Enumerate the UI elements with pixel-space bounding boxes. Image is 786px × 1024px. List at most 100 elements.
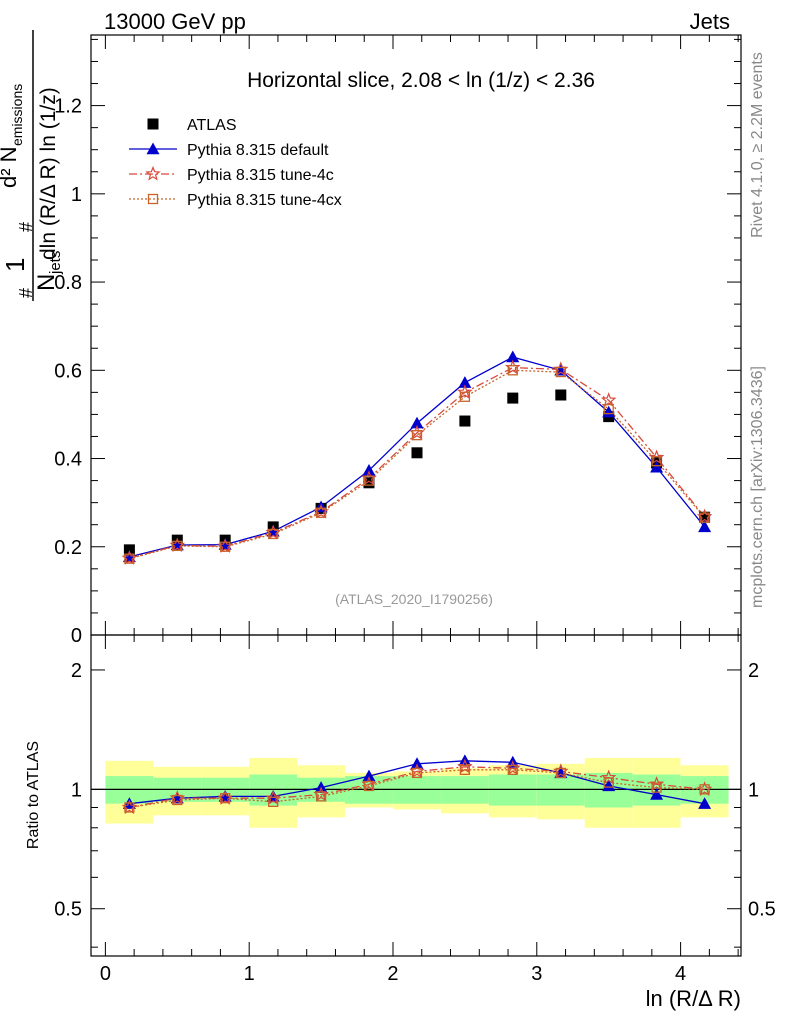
y-label-emissions-sub: emissions (9, 84, 25, 146)
y-label-njets: N (33, 274, 60, 291)
x-tick-label: 0 (100, 963, 111, 985)
legend-marker-default (146, 142, 160, 155)
legend-label: Pythia 8.315 default (187, 142, 329, 159)
point-default (602, 405, 616, 418)
ratio-point-default (362, 769, 376, 782)
ratio-point-tune-4cx (268, 796, 279, 807)
ratio-point-tune-4c (648, 776, 665, 791)
header-right: Jets (690, 9, 730, 34)
ratio-point-tune-4cx (315, 791, 327, 802)
y-label-hash-1: # (16, 288, 36, 298)
point-tune-4cx (603, 403, 614, 415)
point-tune-4cx (124, 553, 135, 564)
ratio-point-tune-4cx (699, 784, 710, 795)
analysis-label: (ATLAS_2020_I1790256) (335, 591, 493, 607)
point-tune-4cx (411, 429, 423, 441)
ratio-plot-data (91, 754, 741, 828)
y-label-denominator: dln (R/Δ R) ln (1/z) (37, 87, 60, 260)
atlas-data-point (507, 392, 519, 404)
point-tune-4cx (699, 512, 710, 523)
ratio-point-default (602, 779, 616, 792)
ratio-point-default (650, 788, 664, 800)
legend-label: ATLAS (187, 117, 237, 134)
x-tick-label: 1 (244, 963, 255, 985)
legend-marker-tune-4cx (147, 193, 159, 205)
ratio-point-tune-4cx (603, 777, 614, 788)
series-line-tune-4cx (129, 369, 706, 560)
point-default (362, 463, 376, 476)
x-axis-label: ln (R/Δ R) (646, 986, 741, 1011)
ratio-y-label: Ratio to ATLAS (25, 741, 42, 849)
y-tick-label: 0.4 (54, 449, 82, 471)
ratio-point-tune-4c (600, 769, 617, 785)
y-label-njets-sub: jets (47, 251, 64, 275)
atlas-data-point (459, 415, 471, 427)
point-tune-4c (457, 384, 473, 399)
ratio-point-tune-4cx (124, 802, 135, 813)
rivet-version-label: Rivet 4.1.0, ≥ 2.2M events (749, 52, 766, 238)
ratio-y-tick-label: 1 (71, 779, 82, 801)
legend-label: Pythia 8.315 tune-4cx (187, 192, 342, 209)
legend-marker-tune-4c (145, 165, 161, 181)
ratio-point-tune-4c (265, 790, 281, 805)
point-tune-4cx (507, 365, 518, 376)
y-label-one: 1 (0, 258, 30, 272)
ratio-point-tune-4cx (459, 764, 471, 775)
ratio-y-tick-label-right: 1 (748, 779, 759, 801)
ratio-point-default (698, 797, 712, 809)
y-tick-label: 1 (71, 184, 82, 206)
point-tune-4cx (459, 391, 471, 402)
y-tick-label: 1.2 (54, 96, 82, 118)
y-tick-label: 0.6 (54, 360, 82, 382)
atlas-data-point (123, 544, 135, 556)
main-plot-data (121, 350, 713, 565)
main-axes: 0 0.2 0.4 0.6 0.8 1 1.2 (54, 35, 741, 647)
ratio-point-tune-4cx (363, 780, 375, 792)
ratio-y-tick-label-right: 0.5 (748, 899, 776, 921)
ratio-point-tune-4cx (220, 793, 231, 804)
ratio-frame (90, 634, 742, 957)
uncertainty-band-inner (488, 774, 537, 806)
main-panel: 0 0.2 0.4 0.6 0.8 1 1.2 Horizontal slice, 2.08… (54, 34, 742, 647)
ratio-point-tune-4cx (507, 764, 518, 775)
y-label-numerator: d² N (0, 146, 21, 188)
header-left: 13000 GeV pp (104, 9, 246, 34)
point-default (650, 460, 664, 473)
atlas-data-point (555, 389, 567, 401)
mcplots-label: mcplots.cern.ch [arXiv:1306.3436] (749, 366, 766, 608)
ratio-point-tune-4cx (651, 782, 662, 793)
ratio-point-tune-4cx (555, 767, 566, 779)
atlas-data-point (411, 447, 423, 459)
legend: ATLAS Pythia 8.315 default Pythia 8.315 tu… (129, 117, 342, 209)
point-tune-4cx (555, 366, 566, 378)
point-default (698, 520, 712, 533)
point-default (410, 416, 424, 429)
legend-marker-atlas (147, 118, 159, 130)
y-tick-label: 0.8 (54, 272, 82, 294)
point-tune-4c (648, 449, 665, 465)
x-tick-label: 2 (387, 963, 398, 985)
ratio-point-default (410, 757, 424, 769)
ratio-y-tick-label: 2 (71, 660, 82, 682)
chart-title: Horizontal slice, 2.08 < ln (1/z) < 2.36 (247, 69, 595, 92)
point-tune-4c (600, 392, 617, 407)
point-default (458, 376, 472, 388)
atlas-data-point (699, 511, 711, 523)
ratio-panel: 0 1 2 3 4 0.5 0.5 1 1 2 2 Ratio to ATLAS (25, 634, 776, 985)
y-label-hash-2: # (16, 222, 36, 232)
point-tune-4cx (651, 456, 662, 467)
x-tick-label: 3 (531, 963, 542, 985)
ratio-axes: 0 1 2 3 4 0.5 0.5 1 1 2 2 (54, 635, 776, 985)
x-tick-label: 4 (675, 963, 686, 985)
ratio-y-tick-label-right: 2 (748, 660, 759, 682)
point-tune-4cx (220, 541, 231, 552)
ratio-point-tune-4cx (411, 767, 423, 779)
ratio-y-tick-label: 0.5 (54, 899, 82, 921)
ratio-point-tune-4cx (172, 794, 183, 806)
y-axis-label: # 1 N jets # d² N emissions dln (R/Δ R) … (0, 30, 64, 301)
point-tune-4cx (172, 540, 183, 552)
legend-label: Pythia 8.315 tune-4c (187, 167, 334, 184)
point-default (506, 350, 520, 363)
y-tick-label: 0 (71, 625, 82, 647)
